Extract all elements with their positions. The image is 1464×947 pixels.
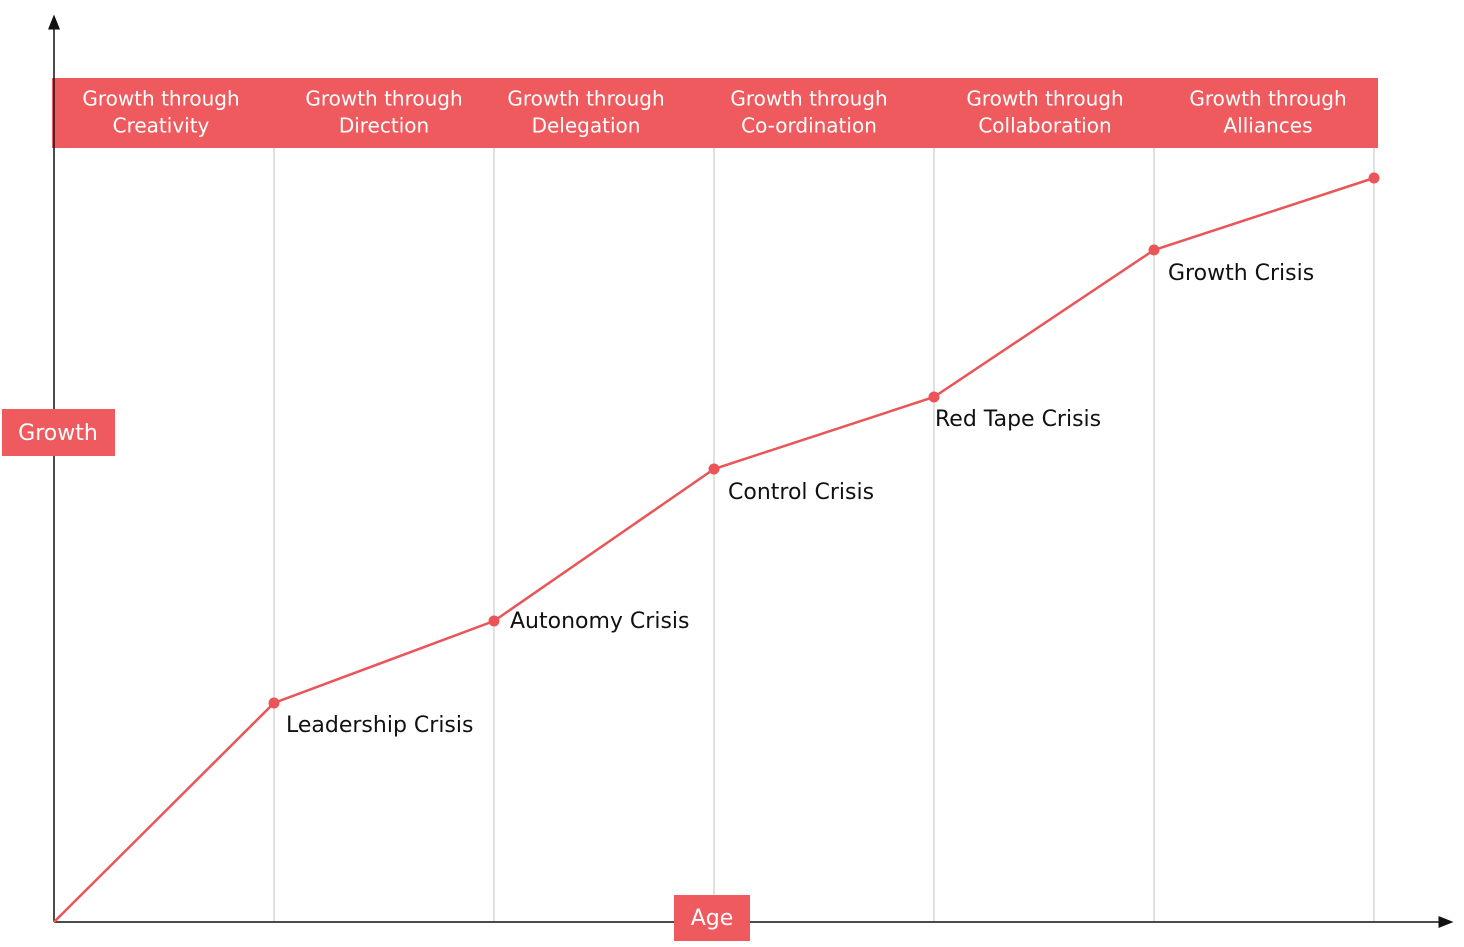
crisis-label: Growth Crisis [1168, 261, 1314, 286]
phase-band [52, 78, 1378, 148]
crisis-label: Red Tape Crisis [935, 407, 1101, 432]
phase-label: Collaboration [978, 114, 1111, 138]
phase-label: Alliances [1223, 114, 1312, 138]
y-axis-label-box [2, 409, 115, 456]
x-axis-label: Age [691, 906, 734, 931]
x-axis-label-box [674, 895, 750, 941]
phase-label: Co-ordination [741, 114, 877, 138]
crisis-label: Control Crisis [728, 480, 874, 505]
phase-label: Growth through [82, 87, 239, 111]
phase-label: Creativity [113, 114, 210, 138]
phase-label: Growth through [305, 87, 462, 111]
phase-label: Direction [339, 114, 429, 138]
phase-label: Growth through [1189, 87, 1346, 111]
grid-lines [273, 148, 1375, 922]
crisis-label: Leadership Crisis [286, 713, 473, 738]
crisis-points [268, 172, 1380, 709]
phase-label: Delegation [532, 114, 641, 138]
y-axis-label: Growth [18, 421, 98, 446]
phase-label: Growth through [507, 87, 664, 111]
phase-label: Growth through [730, 87, 887, 111]
phase-label: Growth through [966, 87, 1123, 111]
crisis-label: Autonomy Crisis [510, 609, 689, 634]
